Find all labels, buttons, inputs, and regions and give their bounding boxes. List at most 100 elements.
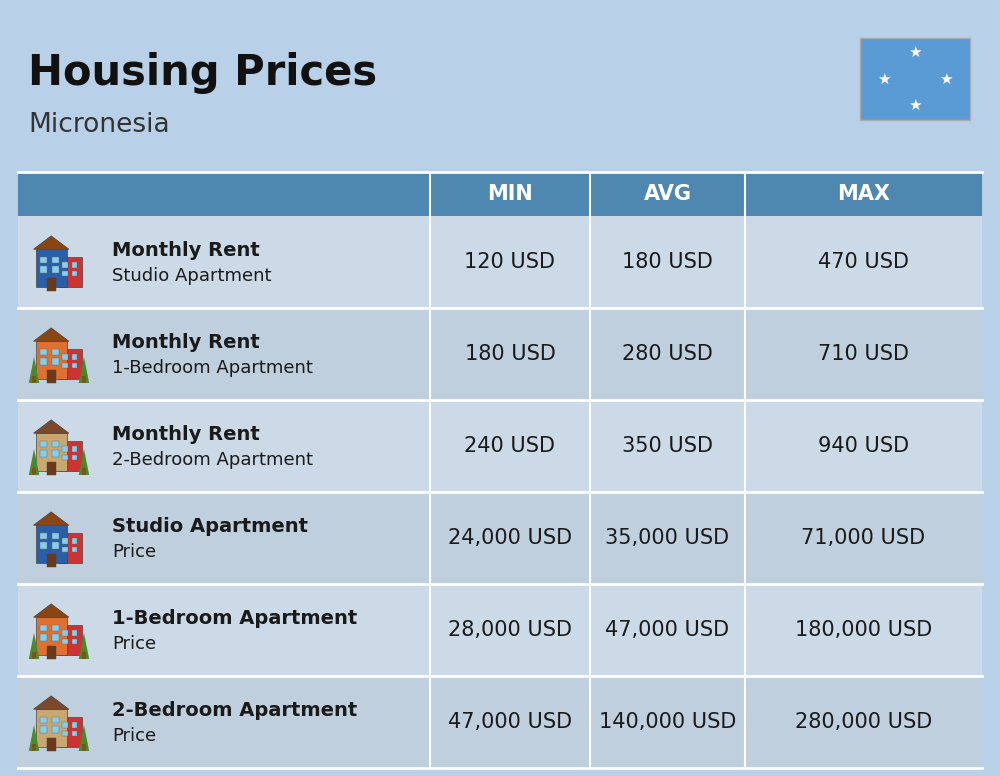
Text: 47,000 USD: 47,000 USD bbox=[448, 712, 572, 732]
Bar bbox=[18, 676, 982, 768]
Text: 28,000 USD: 28,000 USD bbox=[448, 620, 572, 640]
Bar bbox=[62, 445, 68, 452]
Bar bbox=[62, 538, 68, 544]
Text: 940 USD: 940 USD bbox=[818, 436, 909, 456]
Polygon shape bbox=[34, 328, 69, 341]
Bar bbox=[40, 257, 47, 263]
Polygon shape bbox=[29, 357, 39, 383]
Polygon shape bbox=[34, 236, 69, 249]
Bar bbox=[62, 546, 68, 553]
Bar bbox=[40, 625, 47, 631]
Bar bbox=[47, 279, 56, 291]
Text: 71,000 USD: 71,000 USD bbox=[801, 528, 926, 548]
Text: 47,000 USD: 47,000 USD bbox=[605, 620, 730, 640]
Bar bbox=[40, 533, 47, 539]
Text: 24,000 USD: 24,000 USD bbox=[448, 528, 572, 548]
Bar bbox=[82, 652, 86, 659]
Bar bbox=[36, 249, 67, 287]
Bar bbox=[62, 271, 68, 276]
Bar bbox=[59, 442, 82, 471]
Bar bbox=[52, 450, 59, 456]
Text: Housing Prices: Housing Prices bbox=[28, 52, 377, 94]
Bar bbox=[52, 266, 59, 272]
Bar bbox=[72, 546, 77, 553]
Bar bbox=[72, 362, 77, 369]
Polygon shape bbox=[79, 449, 89, 475]
Bar bbox=[52, 441, 59, 447]
Bar bbox=[40, 348, 47, 355]
Text: Price: Price bbox=[112, 542, 156, 561]
Polygon shape bbox=[79, 357, 89, 383]
Text: 470 USD: 470 USD bbox=[818, 252, 909, 272]
Bar bbox=[59, 717, 82, 747]
Bar bbox=[40, 717, 47, 723]
Bar bbox=[72, 731, 77, 736]
Bar bbox=[72, 271, 77, 276]
Text: 710 USD: 710 USD bbox=[818, 344, 909, 364]
Bar bbox=[47, 646, 56, 659]
Polygon shape bbox=[29, 725, 39, 751]
Bar bbox=[36, 617, 67, 655]
Bar bbox=[18, 172, 982, 216]
Bar bbox=[62, 731, 68, 736]
Polygon shape bbox=[34, 512, 69, 525]
Bar bbox=[36, 433, 67, 471]
Text: 180,000 USD: 180,000 USD bbox=[795, 620, 932, 640]
Bar bbox=[47, 738, 56, 751]
Text: Micronesia: Micronesia bbox=[28, 112, 170, 138]
Bar bbox=[82, 468, 86, 475]
Bar bbox=[62, 639, 68, 645]
Bar bbox=[52, 348, 59, 355]
Text: MIN: MIN bbox=[487, 184, 533, 204]
Bar bbox=[72, 630, 77, 636]
Bar bbox=[40, 441, 47, 447]
Text: Price: Price bbox=[112, 727, 156, 745]
Text: ★: ★ bbox=[877, 71, 891, 86]
Bar bbox=[62, 722, 68, 728]
Text: 1-Bedroom Apartment: 1-Bedroom Apartment bbox=[112, 359, 313, 377]
Text: Monthly Rent: Monthly Rent bbox=[112, 334, 260, 352]
Bar bbox=[59, 625, 82, 655]
Text: 180 USD: 180 USD bbox=[622, 252, 713, 272]
Bar bbox=[72, 455, 77, 460]
Bar bbox=[59, 349, 82, 379]
Text: ★: ★ bbox=[908, 45, 922, 61]
Bar bbox=[62, 630, 68, 636]
Bar bbox=[47, 370, 56, 383]
Bar bbox=[18, 216, 982, 308]
Bar bbox=[36, 341, 67, 379]
Bar bbox=[72, 639, 77, 645]
Bar bbox=[82, 376, 86, 383]
Bar bbox=[52, 257, 59, 263]
Polygon shape bbox=[29, 449, 39, 475]
Text: 240 USD: 240 USD bbox=[464, 436, 556, 456]
Polygon shape bbox=[34, 604, 69, 617]
Bar bbox=[32, 376, 36, 383]
Bar bbox=[62, 455, 68, 460]
Bar bbox=[18, 584, 982, 676]
Bar bbox=[36, 525, 67, 563]
Bar bbox=[72, 538, 77, 544]
Text: AVG: AVG bbox=[644, 184, 692, 204]
Bar bbox=[59, 533, 82, 563]
Bar bbox=[32, 744, 36, 751]
Bar bbox=[18, 400, 982, 492]
Polygon shape bbox=[34, 420, 69, 433]
Text: 180 USD: 180 USD bbox=[465, 344, 555, 364]
Bar bbox=[52, 625, 59, 631]
Bar bbox=[18, 308, 982, 400]
Bar bbox=[36, 709, 67, 747]
Bar bbox=[72, 445, 77, 452]
Text: 35,000 USD: 35,000 USD bbox=[605, 528, 730, 548]
Text: 120 USD: 120 USD bbox=[464, 252, 556, 272]
Bar bbox=[59, 258, 82, 287]
Text: 280,000 USD: 280,000 USD bbox=[795, 712, 932, 732]
Text: ★: ★ bbox=[908, 98, 922, 113]
Bar bbox=[40, 726, 47, 733]
Bar bbox=[62, 262, 68, 268]
Bar bbox=[52, 717, 59, 723]
Text: Studio Apartment: Studio Apartment bbox=[112, 518, 308, 536]
Bar bbox=[52, 359, 59, 365]
Bar bbox=[18, 492, 982, 584]
Bar bbox=[52, 634, 59, 640]
